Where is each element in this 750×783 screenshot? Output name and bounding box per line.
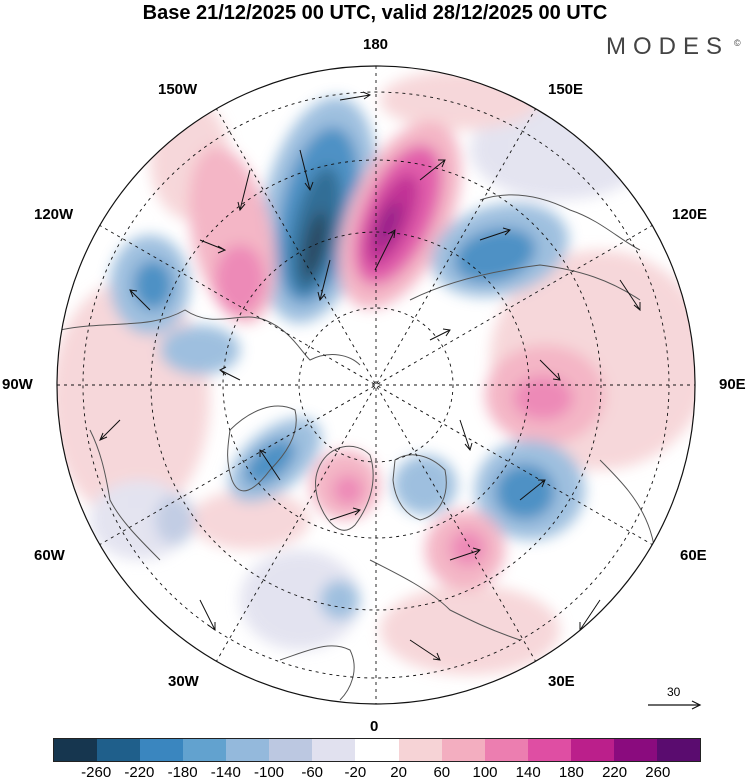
colorbar-tick-label: -220 <box>124 764 155 781</box>
colorbar-labels: -260 -220 -180 -140 -100 -60 -20 20 60 100 140 180 2… <box>0 764 750 782</box>
label-90w: 90W <box>2 376 33 393</box>
colorbar-segment <box>97 739 141 761</box>
colorbar-segment <box>183 739 227 761</box>
label-0: 0 <box>370 718 379 735</box>
colorbar-segment <box>226 739 270 761</box>
colorbar-tick-label: -60 <box>301 764 324 781</box>
coastlines <box>59 194 656 701</box>
colorbar-tick-label: 260 <box>645 764 671 781</box>
anomaly-field <box>57 66 695 704</box>
modes-logo: MODES <box>606 33 730 60</box>
wind-vectors <box>99 91 641 661</box>
colorbar-tick-label: -140 <box>210 764 241 781</box>
wind-reference-arrow <box>648 700 702 710</box>
colorbar-segment <box>527 739 571 761</box>
colorbar-segment <box>398 739 442 761</box>
colorbar-segment <box>54 739 98 761</box>
colorbar-tick-label: -100 <box>253 764 285 781</box>
label-90e: 90E <box>719 376 746 393</box>
colorbar-tick-label: -20 <box>344 764 367 781</box>
label-60w: 60W <box>34 547 65 564</box>
colorbar-tick-label: 140 <box>515 764 541 781</box>
colorbar-tick-label: 180 <box>558 764 584 781</box>
label-30e: 30E <box>548 673 575 690</box>
colorbar-segment <box>312 739 356 761</box>
colorbar-segment <box>484 739 528 761</box>
label-150w: 150W <box>158 81 198 98</box>
label-120w: 120W <box>34 206 74 223</box>
label-180: 180 <box>363 36 389 53</box>
colorbar-segment <box>269 739 313 761</box>
label-30w: 30W <box>168 673 199 690</box>
colorbar-segment <box>441 739 485 761</box>
colorbar-tick-label: 100 <box>472 764 498 781</box>
colorbar-segment <box>613 739 657 761</box>
colorbar-tick-label: 60 <box>433 764 451 781</box>
copyright-mark: © <box>734 38 741 48</box>
colorbar-tick-label: -180 <box>167 764 198 781</box>
colorbar-tick-label: -260 <box>81 764 112 781</box>
colorbar-tick-label: 20 <box>390 764 407 781</box>
label-60e: 60E <box>680 547 707 564</box>
chart-title: Base 21/12/2025 00 UTC, valid 28/12/2025… <box>142 2 608 24</box>
graticule <box>57 66 695 704</box>
label-120e: 120E <box>672 206 708 223</box>
wind-reference-label: 30 <box>667 685 681 699</box>
colorbar-segment <box>355 739 399 761</box>
colorbar-segment <box>140 739 184 761</box>
label-150e: 150E <box>548 81 584 98</box>
colorbar <box>53 738 701 762</box>
colorbar-segment <box>656 739 700 761</box>
colorbar-tick-label: 220 <box>602 764 628 781</box>
colorbar-segment <box>570 739 614 761</box>
